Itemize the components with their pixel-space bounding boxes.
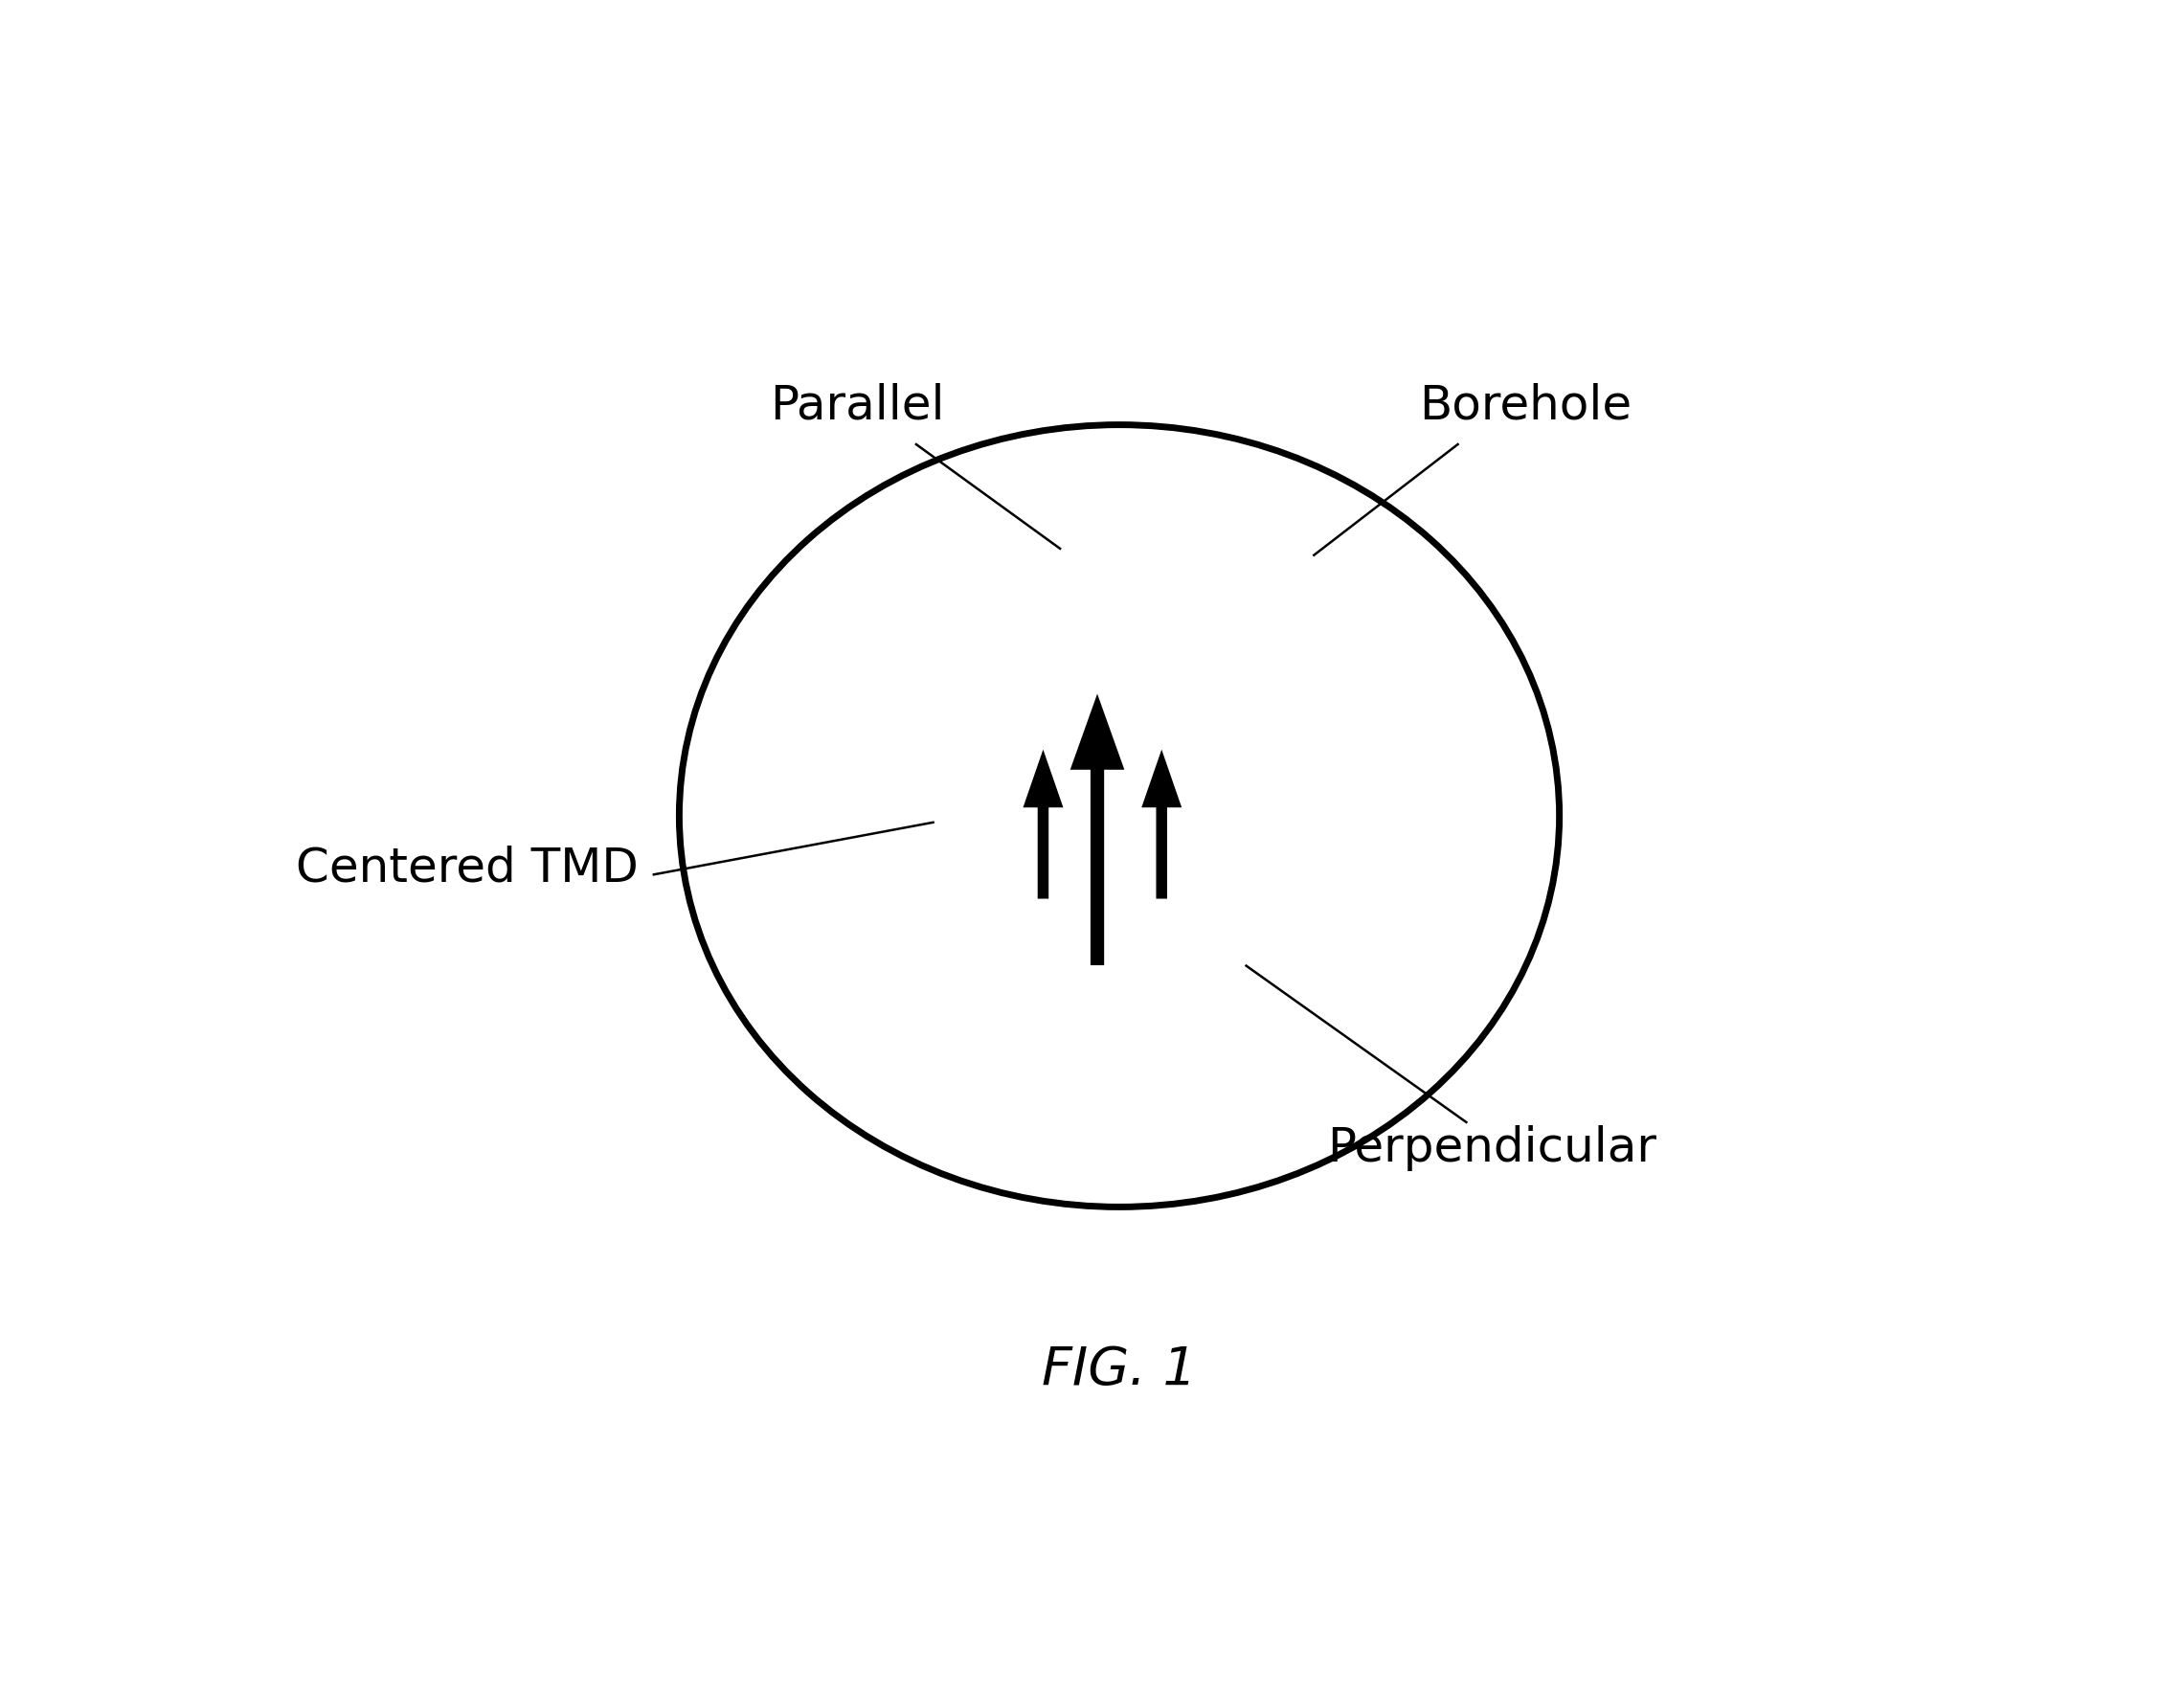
FancyArrow shape xyxy=(1079,711,1116,960)
Text: FIG. 1: FIG. 1 xyxy=(1042,1344,1197,1395)
Text: Borehole: Borehole xyxy=(1420,383,1631,428)
Text: Perpendicular: Perpendicular xyxy=(1328,1126,1655,1172)
Text: Parallel: Parallel xyxy=(769,383,943,428)
FancyArrow shape xyxy=(1029,764,1057,894)
FancyArrow shape xyxy=(1149,764,1175,894)
Text: Centered TMD: Centered TMD xyxy=(297,845,640,891)
